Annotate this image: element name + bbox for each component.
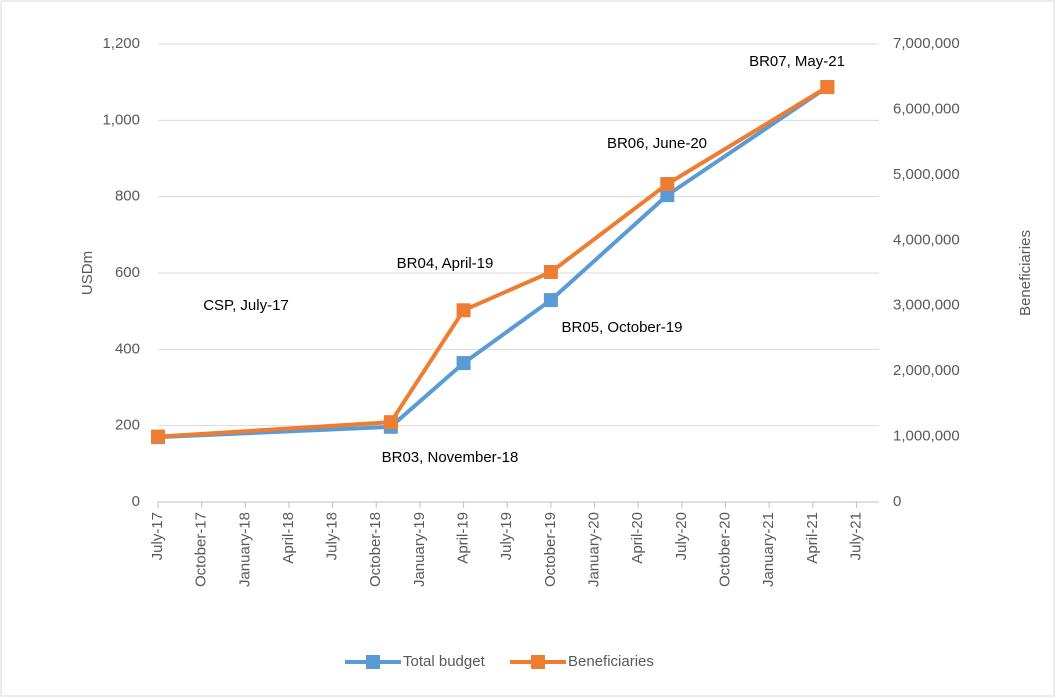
x-tick-label: July-21 <box>847 512 864 560</box>
y-tick-label: 1,000 <box>102 111 140 128</box>
series-marker <box>820 79 835 94</box>
series-marker <box>456 303 471 318</box>
annotation: CSP, July-17 <box>203 297 289 314</box>
x-tick-label: October-20 <box>716 512 733 587</box>
y2-tick-label: 7,000,000 <box>893 35 960 52</box>
annotation: BR06, June-20 <box>607 135 707 152</box>
x-tick-label: January-18 <box>236 512 253 587</box>
series-line <box>157 85 829 439</box>
series-marker <box>543 265 558 280</box>
x-tick-label: July-18 <box>324 512 341 560</box>
x-tick-label: January-21 <box>760 512 777 587</box>
legend-marker <box>531 655 545 669</box>
y2-tick-label: 2,000,000 <box>893 362 960 379</box>
series-marker <box>383 415 398 430</box>
series-marker <box>543 293 558 308</box>
x-tick-label: July-17 <box>149 512 166 560</box>
legend-label: Total budget <box>403 653 486 670</box>
y2-tick-label: 1,000,000 <box>893 428 960 445</box>
y-tick-label: 800 <box>115 188 140 205</box>
x-tick-label: October-17 <box>193 512 210 587</box>
x-tick-label: April-20 <box>629 512 646 564</box>
x-tick-label: October-19 <box>542 512 559 587</box>
x-tick-label: April-21 <box>804 512 821 564</box>
y2-tick-label: 0 <box>893 493 901 510</box>
y2-tick-label: 5,000,000 <box>893 166 960 183</box>
x-tick-label: April-18 <box>280 512 297 564</box>
x-tick-label: July-19 <box>498 512 515 560</box>
series-marker <box>660 177 675 192</box>
x-tick-label: January-20 <box>585 512 602 587</box>
annotation: BR03, November-18 <box>382 449 519 466</box>
x-tick-label: January-19 <box>411 512 428 587</box>
annotation: BR04, April-19 <box>397 255 494 272</box>
y2-axis-label: Beneficiaries <box>1017 230 1034 316</box>
legend-marker <box>366 655 380 669</box>
y-axis-label: USDm <box>79 251 96 295</box>
y-tick-label: 0 <box>132 493 140 510</box>
legend-label: Beneficiaries <box>568 653 654 670</box>
y2-tick-label: 3,000,000 <box>893 297 960 314</box>
y-tick-label: 600 <box>115 264 140 281</box>
series-marker <box>456 356 471 371</box>
y2-tick-label: 6,000,000 <box>893 100 960 117</box>
annotation: BR05, October-19 <box>562 319 683 336</box>
series-marker <box>660 188 675 203</box>
x-tick-label: April-19 <box>455 512 472 564</box>
series-marker <box>151 429 165 444</box>
annotation: BR07, May-21 <box>749 53 845 70</box>
series-line <box>157 85 829 440</box>
x-tick-label: October-18 <box>367 512 384 587</box>
y-tick-label: 400 <box>115 340 140 357</box>
y2-tick-label: 4,000,000 <box>893 231 960 248</box>
y-tick-label: 200 <box>115 417 140 434</box>
x-tick-label: July-20 <box>673 512 690 560</box>
y-tick-label: 1,200 <box>102 35 140 52</box>
